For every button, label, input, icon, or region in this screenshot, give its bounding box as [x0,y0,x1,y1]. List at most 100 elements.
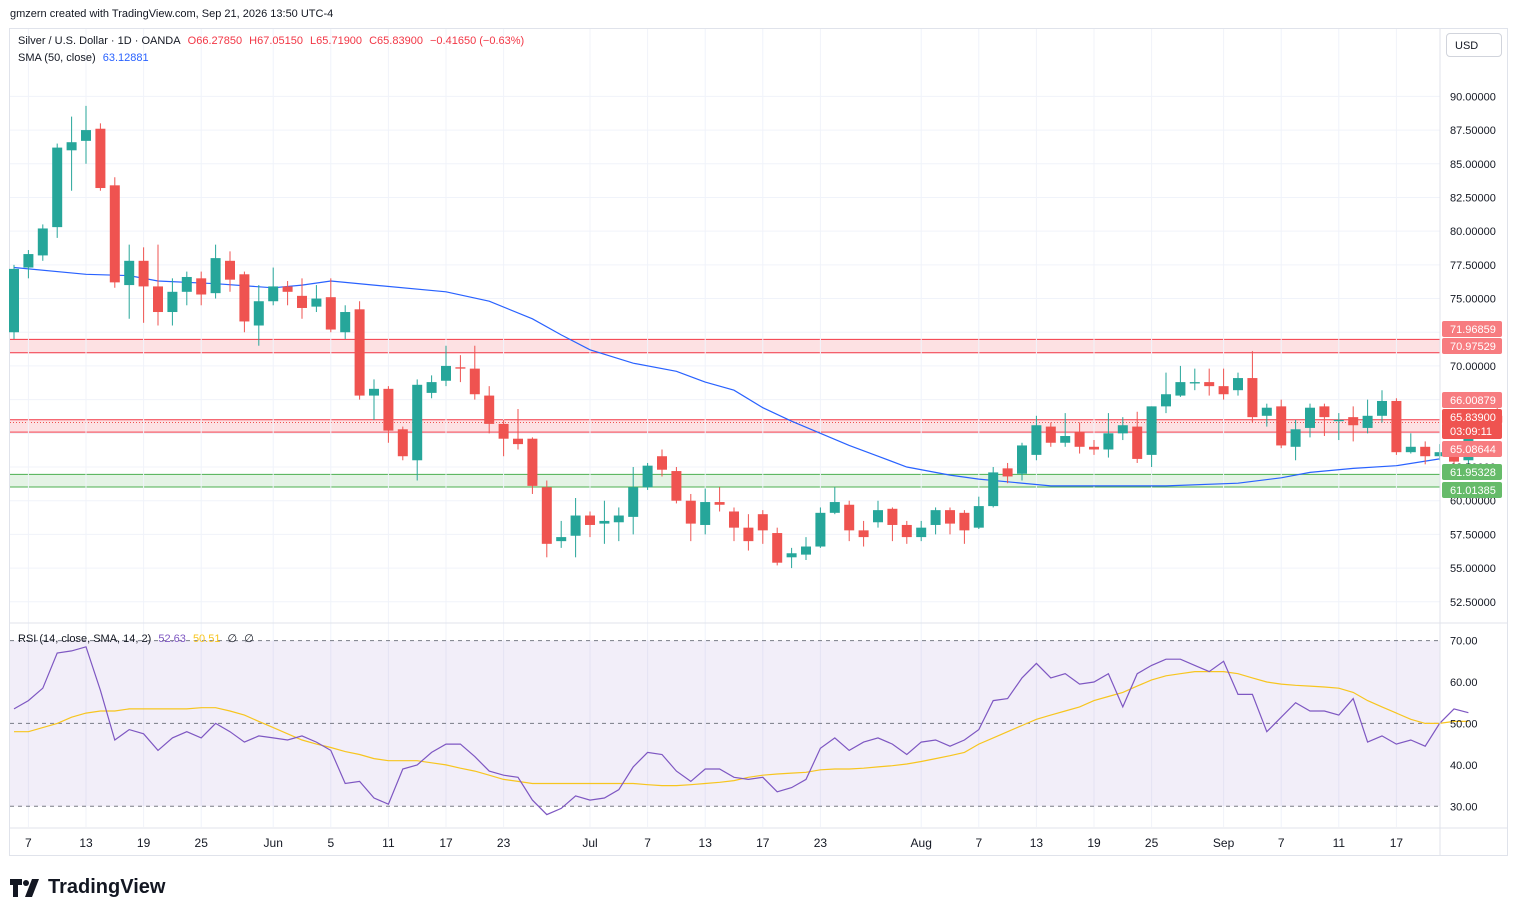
candle-body [95,128,106,189]
candle [37,224,48,261]
date-tick-label: 19 [137,836,151,850]
price-tick-label: 90.00000 [1450,91,1496,103]
candle [757,510,768,544]
candle-body [109,185,120,283]
candle [1031,415,1042,461]
sma-legend[interactable]: SMA (50, close) 63.12881 [18,52,153,64]
price-tick-label: 75.00000 [1450,294,1496,306]
candle [901,520,912,544]
candle-body [153,286,163,313]
candle-body [1002,468,1013,477]
candle-body [1175,382,1186,396]
candle-body [1290,429,1301,447]
resistance-zone [10,419,1440,433]
candle-body [829,502,840,513]
rsi-value: 52.63 [158,633,186,645]
candle [426,375,437,399]
candle [945,507,955,535]
date-tick-label: 11 [382,836,395,850]
rsi-ma-value: 50.51 [192,633,221,645]
candle-body [1276,406,1287,446]
candle-body [599,520,610,524]
candle [282,281,293,306]
price-label-text: 61.95328 [1450,467,1496,479]
candle [383,386,394,443]
candle [1276,399,1287,449]
candle [685,493,696,542]
candle-body [167,291,178,313]
date-tick-label: 17 [756,836,770,850]
candle [109,177,120,288]
candle-body [772,533,783,563]
candle-body [1074,431,1085,447]
candle [225,251,235,292]
candle-body [1146,406,1157,455]
candle [743,514,754,551]
candle [9,264,19,339]
candle-body [973,506,984,528]
candle [1261,403,1272,427]
price-label: 03:09:11 [1442,423,1502,439]
candle [657,449,667,477]
chart-frame [9,28,1508,856]
candle [369,379,379,420]
candle-body [354,309,365,396]
date-tick-label: 13 [699,836,713,850]
candle-body [124,260,135,286]
candle [988,467,999,508]
price-label-bg [1442,482,1502,498]
currency-button[interactable]: USD [1446,33,1502,57]
candle [671,467,682,504]
candle [239,271,250,333]
price-label: 61.01385 [1442,482,1502,498]
candle [1103,413,1114,458]
rsi-tick-label: 70.00 [1450,636,1478,648]
candle-body [570,515,581,536]
candle-body [513,438,523,445]
symbol-legend[interactable]: Silver / U.S. Dollar · 1D · OANDA O66.27… [18,35,528,47]
candle-body [1117,425,1128,434]
date-tick-label: 11 [1333,836,1346,850]
rsi-label: RSI (14, close, SMA, 14, 2) [18,633,152,645]
date-tick-label: 19 [1087,836,1101,850]
date-tick-label: Jun [264,836,283,850]
rsi-tick-label: 40.00 [1450,760,1478,772]
open-value: O66.27850 [187,35,243,47]
candle-body [1103,433,1114,450]
rsi-layer [10,640,1469,816]
candle-body [1189,382,1200,384]
zones-layer [10,338,1440,488]
candle-body [642,465,653,488]
candle-body [786,553,797,558]
candle [23,250,34,279]
candle [1247,351,1258,423]
resistance-zone [10,339,1440,353]
date-tick-label: 7 [1278,836,1285,850]
candle [1377,390,1387,423]
candle [858,520,869,547]
candle-body [801,546,811,555]
sma-value: 63.12881 [102,52,149,64]
candle-body [311,298,322,307]
candle-body [253,301,264,326]
symbol-name: Silver / U.S. Dollar · 1D · OANDA [18,35,181,47]
sma-layer [13,266,1440,487]
candle-body [729,511,739,528]
candle [1362,399,1373,434]
candle-body [1362,415,1373,428]
candle-body [527,438,538,486]
candle-body [887,508,898,525]
rsi-legend[interactable]: RSI (14, close, SMA, 14, 2) 52.63 50.51 … [18,632,258,645]
candle [585,511,595,538]
date-tick-label: Sep [1213,836,1235,850]
candle [628,467,639,535]
candle [1161,372,1171,414]
candle [1305,403,1315,438]
candle-body [628,487,639,517]
price-tick-label: 57.50000 [1450,529,1496,541]
grid-layer [10,29,1440,827]
candle-body [945,510,955,524]
candle [138,247,149,323]
price-label: 65.83900 [1442,409,1502,425]
